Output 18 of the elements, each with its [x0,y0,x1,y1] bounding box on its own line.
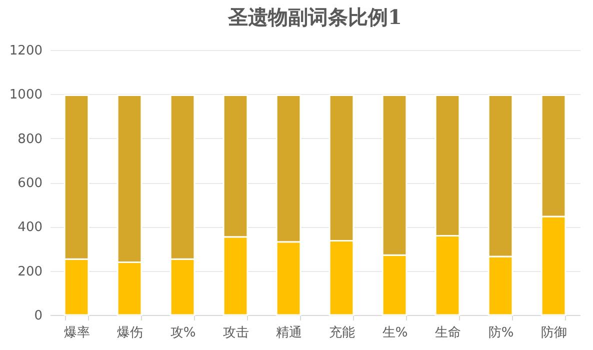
y-tick-label: 400 [18,220,42,236]
y-tick-label: 800 [18,132,42,147]
x-tick-label: 生命 [435,326,461,340]
x-tick-label: 充能 [329,326,355,340]
chart-title: 圣遗物副词条比例1 [227,5,402,29]
x-tick-label: 爆伤 [117,326,143,340]
x-tick-label: 防御 [541,326,567,340]
x-tick-label: 生% [382,326,408,340]
y-tick-label: 0 [34,308,42,324]
y-tick-label: 1000 [9,88,42,103]
y-tick-label: 200 [18,264,42,280]
y-tick-label: 1200 [9,44,42,58]
x-tick-label: 精通 [276,326,302,340]
x-tick-label: 防% [488,326,514,340]
x-tick-label: 攻% [170,326,196,340]
y-tick-label: 600 [18,176,42,191]
x-tick-label: 爆率 [64,324,90,340]
x-tick-label: 攻击 [223,326,249,340]
